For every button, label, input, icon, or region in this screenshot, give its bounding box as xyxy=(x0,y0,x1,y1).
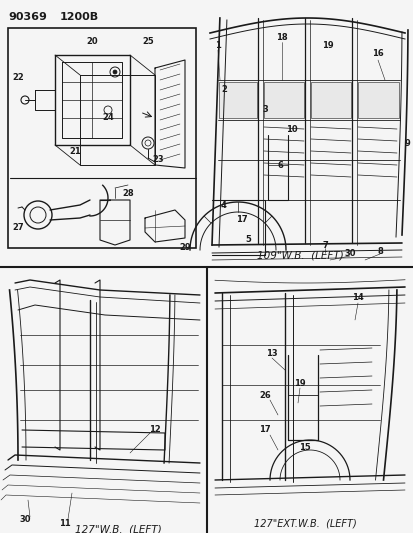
Text: 127"W.B.  (LEFT): 127"W.B. (LEFT) xyxy=(74,525,161,533)
Text: 24: 24 xyxy=(102,114,114,123)
Circle shape xyxy=(113,70,117,74)
Text: 9: 9 xyxy=(404,139,410,148)
Text: 18: 18 xyxy=(275,33,287,42)
Text: 26: 26 xyxy=(259,391,270,400)
Bar xyxy=(357,82,398,118)
Text: 7: 7 xyxy=(321,240,327,249)
Text: 6: 6 xyxy=(276,160,282,169)
Text: 4: 4 xyxy=(221,200,226,209)
Text: 30: 30 xyxy=(19,515,31,524)
Text: 22: 22 xyxy=(12,74,24,83)
Text: 11: 11 xyxy=(59,519,71,528)
Text: 2: 2 xyxy=(221,85,226,94)
Bar xyxy=(310,82,350,118)
Text: 15: 15 xyxy=(299,442,310,451)
Text: 21: 21 xyxy=(69,148,81,157)
Bar xyxy=(263,82,303,118)
Text: 20: 20 xyxy=(86,37,97,46)
Text: 1200B: 1200B xyxy=(60,12,99,22)
Text: 28: 28 xyxy=(122,189,133,198)
Text: 27: 27 xyxy=(12,223,24,232)
Text: 127"EXT.W.B.  (LEFT): 127"EXT.W.B. (LEFT) xyxy=(253,518,356,528)
Text: 5: 5 xyxy=(244,236,250,245)
Text: 29: 29 xyxy=(179,244,190,253)
Text: 109"W.B.  (LEFT): 109"W.B. (LEFT) xyxy=(256,250,342,260)
Text: 30: 30 xyxy=(344,248,355,257)
Text: 12: 12 xyxy=(149,425,161,434)
Bar xyxy=(8,28,195,248)
Text: 16: 16 xyxy=(371,49,383,58)
Text: 13: 13 xyxy=(266,349,277,358)
Text: 17: 17 xyxy=(236,215,247,224)
Text: 90369: 90369 xyxy=(8,12,47,22)
Text: 17: 17 xyxy=(259,425,270,434)
Text: 25: 25 xyxy=(142,37,154,46)
Text: 10: 10 xyxy=(285,125,297,134)
Text: 19: 19 xyxy=(321,41,333,50)
Text: 19: 19 xyxy=(294,378,305,387)
Text: 3: 3 xyxy=(261,106,267,115)
Text: 23: 23 xyxy=(152,156,164,165)
Text: 1: 1 xyxy=(214,41,221,50)
Text: 8: 8 xyxy=(376,246,382,255)
Text: 14: 14 xyxy=(351,293,363,302)
Bar xyxy=(218,82,256,118)
